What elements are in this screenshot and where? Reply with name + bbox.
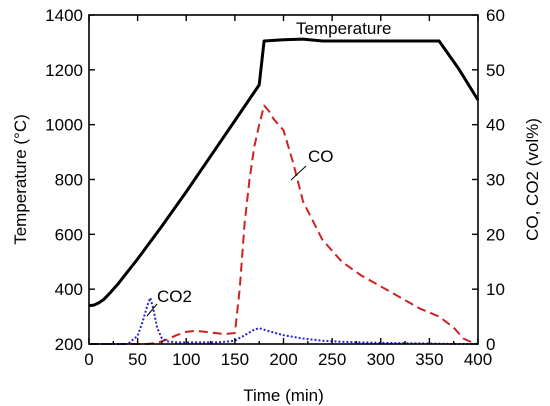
plot-frame [88, 14, 479, 345]
left-y-axis-title: Temperature (°C) [11, 114, 30, 245]
x-tick-label: 0 [84, 350, 93, 369]
co2-series-line [89, 296, 478, 345]
x-tick-label: 150 [221, 350, 249, 369]
left-y-tick-label: 400 [55, 280, 83, 299]
x-tick-label: 200 [269, 350, 297, 369]
left-y-tick-label: 1400 [45, 6, 83, 25]
co-annotation-leader [290, 165, 307, 181]
x-tick-label: 350 [415, 350, 443, 369]
co2-annotation: CO2 [157, 287, 192, 306]
left-y-tick-label: 200 [55, 335, 83, 354]
co-annotation: CO [308, 147, 334, 166]
x-tick-label: 100 [172, 350, 200, 369]
right-y-tick-label: 30 [486, 171, 505, 190]
labels-layer: 0 50 100 150 200 250 300 350 4002004006008001000… [45, 6, 505, 369]
right-y-tick-label: 20 [486, 225, 505, 244]
right-y-tick-label: 0 [486, 335, 495, 354]
temperature-series-line [88, 37, 480, 308]
left-y-tick-label: 800 [55, 171, 83, 190]
right-y-tick-label: 10 [486, 280, 505, 299]
co-series-line [89, 104, 479, 345]
right-y-axis-title: CO, CO2 (vol%) [523, 118, 542, 241]
x-tick-label: 50 [128, 350, 147, 369]
x-tick-label: 300 [367, 350, 395, 369]
co2-annotation-leader [146, 303, 158, 317]
ticks-layer [88, 14, 479, 345]
right-y-tick-label: 50 [486, 61, 505, 80]
x-tick-label: 400 [464, 350, 492, 369]
x-axis-title: Time (min) [243, 386, 324, 405]
series-layer [88, 37, 480, 345]
right-y-tick-label: 60 [486, 6, 505, 25]
right-y-tick-label: 40 [486, 116, 505, 135]
left-y-tick-label: 1000 [45, 116, 83, 135]
temperature-annotation: Temperature [296, 19, 391, 38]
x-tick-label: 250 [318, 350, 346, 369]
left-y-tick-label: 600 [55, 225, 83, 244]
left-y-tick-label: 1200 [45, 61, 83, 80]
